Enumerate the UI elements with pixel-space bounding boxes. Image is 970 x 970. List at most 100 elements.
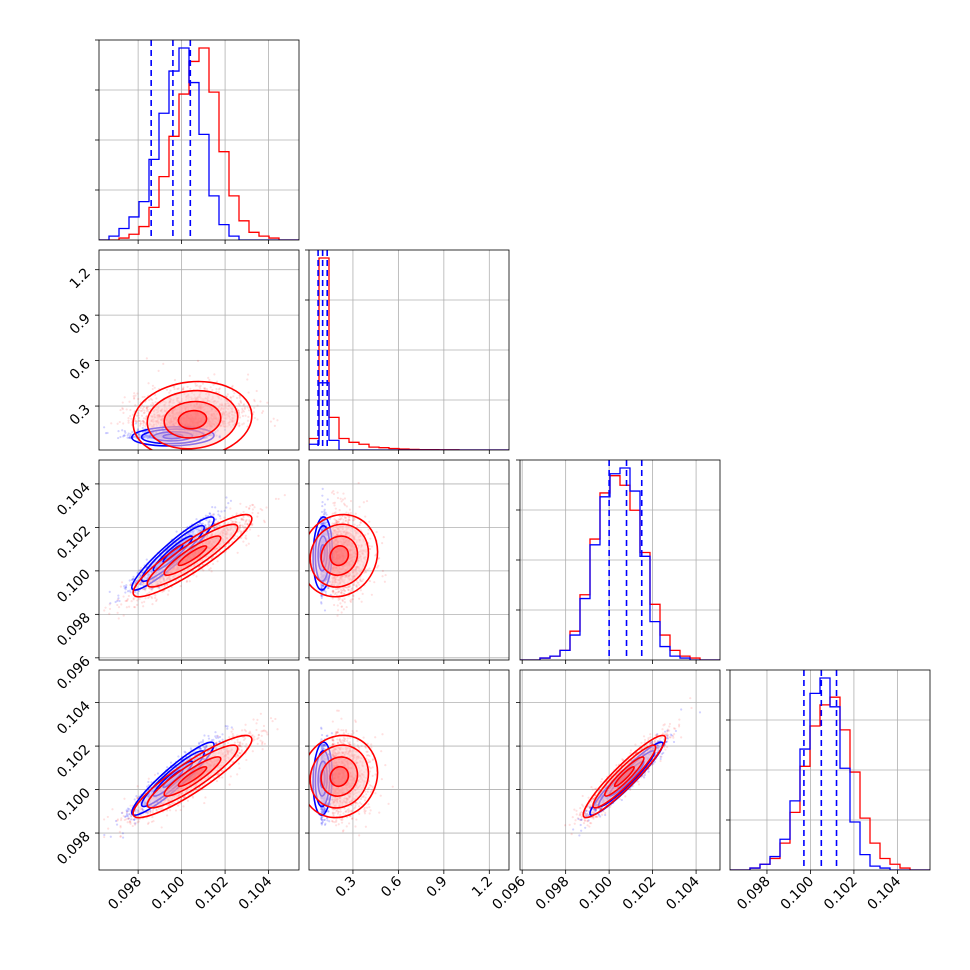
sample-point <box>253 506 256 509</box>
sample-point <box>248 520 251 523</box>
sample-point <box>203 387 207 390</box>
sample-point <box>336 614 339 617</box>
sample-point <box>153 386 156 389</box>
panel-content <box>309 460 509 660</box>
sample-point <box>139 574 142 577</box>
sample-point <box>217 388 220 391</box>
sample-point <box>132 435 135 439</box>
y-tick-label: 0.102 <box>54 523 94 563</box>
sample-point <box>129 436 132 440</box>
panel-1-0: 0.30.60.91.2 <box>67 249 300 454</box>
sample-point <box>128 589 131 592</box>
sample-point <box>177 387 180 390</box>
sample-point <box>252 503 255 507</box>
sample-point <box>110 422 113 425</box>
sample-point <box>139 406 142 409</box>
sample-point <box>259 507 262 511</box>
sample-point <box>123 585 126 588</box>
sample-point <box>231 520 235 523</box>
sample-point <box>205 518 208 522</box>
sample-point <box>242 422 245 425</box>
sample-point <box>157 369 160 372</box>
sample-point <box>208 512 212 515</box>
sample-point <box>196 523 199 526</box>
sample-point <box>205 388 208 391</box>
sample-point <box>137 432 140 436</box>
sample-point <box>109 602 112 605</box>
sample-point <box>117 430 120 433</box>
sample-point <box>116 598 120 601</box>
sample-point <box>150 597 154 600</box>
sample-point <box>182 386 185 389</box>
sample-point <box>223 521 226 525</box>
sample-point <box>160 585 163 588</box>
sample-point <box>208 524 211 527</box>
sample-point <box>121 401 124 404</box>
sample-point <box>142 424 145 427</box>
sample-point <box>186 385 189 388</box>
sample-point <box>266 401 269 404</box>
sample-point <box>152 403 155 406</box>
sample-point <box>235 517 238 521</box>
red-contour <box>177 409 208 430</box>
sample-point <box>201 382 205 385</box>
sample-point <box>120 603 123 606</box>
sample-point <box>131 430 134 434</box>
sample-point <box>373 581 376 584</box>
panel-2-1 <box>305 459 510 664</box>
sample-point <box>204 524 207 528</box>
sample-point <box>176 387 179 391</box>
sample-point <box>203 532 206 535</box>
sample-point <box>140 414 144 417</box>
sample-point <box>128 436 131 439</box>
sample-point <box>182 387 185 390</box>
sample-point <box>136 428 140 431</box>
sample-point <box>175 530 178 533</box>
sample-point <box>141 409 144 412</box>
sample-point <box>243 407 246 410</box>
sample-point <box>239 529 242 533</box>
sample-point <box>136 592 139 595</box>
sample-point <box>261 411 264 415</box>
sample-point <box>227 501 230 505</box>
sample-point <box>211 513 214 516</box>
sample-point <box>149 397 153 401</box>
sample-point <box>209 567 212 570</box>
sample-point <box>145 410 149 413</box>
sample-point <box>225 496 228 499</box>
sample-point <box>207 520 210 524</box>
sample-point <box>256 404 259 407</box>
sample-point <box>150 595 153 598</box>
sample-point <box>136 599 139 602</box>
sample-point <box>144 582 147 585</box>
sample-point <box>161 590 164 594</box>
sample-point <box>172 385 175 388</box>
sample-point <box>204 523 207 527</box>
sample-point <box>218 524 221 527</box>
sample-point <box>215 390 218 393</box>
sample-point <box>212 513 215 516</box>
sample-point <box>253 400 256 403</box>
sample-point <box>145 406 148 410</box>
sample-point <box>348 585 351 588</box>
sample-point <box>215 387 218 391</box>
sample-point <box>257 534 260 537</box>
sample-point <box>141 588 144 591</box>
red-contour <box>177 545 208 567</box>
sample-point <box>166 593 170 596</box>
sample-point <box>239 524 242 527</box>
sample-point <box>147 596 150 600</box>
sample-point <box>114 600 117 604</box>
sample-point <box>143 395 146 399</box>
sample-point <box>241 524 244 527</box>
sample-point <box>89 631 91 633</box>
sample-point <box>207 525 210 528</box>
sample-point <box>269 420 273 423</box>
sample-point <box>134 590 137 594</box>
sample-point <box>173 378 177 382</box>
sample-point <box>213 526 216 529</box>
sample-point <box>123 434 126 437</box>
sample-point <box>348 508 352 511</box>
red-contour <box>132 380 253 450</box>
sample-point <box>202 569 205 572</box>
